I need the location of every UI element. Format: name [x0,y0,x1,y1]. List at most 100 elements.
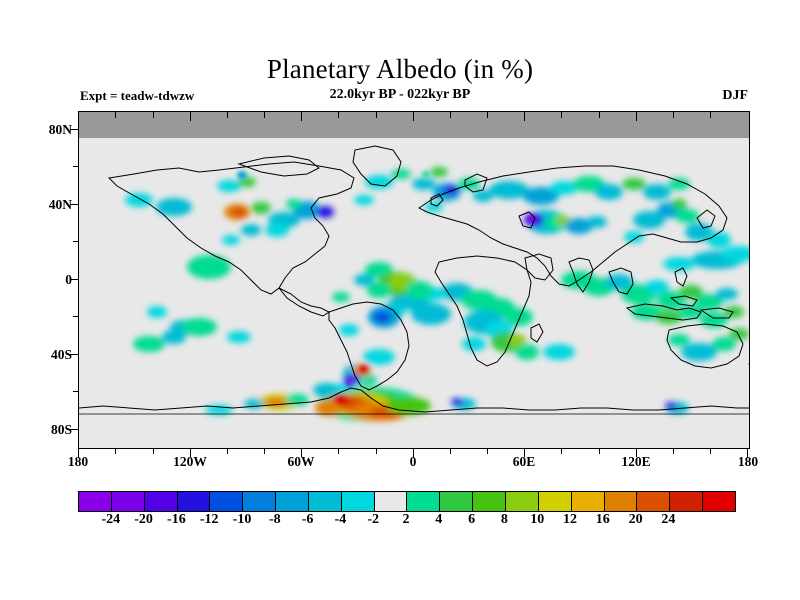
ytick-minor [73,241,79,243]
colorbar-segment-16 [604,492,638,511]
colorbar-tick--12: -12 [199,512,219,527]
xtick-major [747,448,749,457]
ytick-minor [73,391,79,393]
xtick-label-120w: 120W [173,454,207,469]
map-plot-area [78,111,750,449]
xtick-top-major [301,112,303,121]
colorbar-segment-0 [79,492,112,511]
xtick-top-minor [115,112,117,118]
xtick-minor [376,448,378,454]
xtick-label-0: 0 [409,454,417,469]
colorbar-tick--24: -24 [101,512,121,527]
xtick-minor [487,448,489,454]
xtick-major [524,448,526,457]
xtick-minor [153,448,155,454]
xtick-minor [450,448,452,454]
xtick-minor [561,448,563,454]
ytick-minor [73,166,79,168]
colorbar-segment-12 [473,492,506,511]
colorbar-tick--6: -6 [301,512,314,527]
xtick-top-minor [487,112,489,118]
colorbar-tick-6: 6 [468,512,476,527]
ytick-label-40s: 40S [50,347,72,362]
colorbar-segment-11 [440,492,474,511]
ytick-major [70,354,79,356]
xtick-top-minor [673,112,675,118]
colorbar-tick--2: -2 [367,512,380,527]
colorbar-tick-4: 4 [435,512,443,527]
experiment-label: Expt = teadw-tdwzw [80,88,195,103]
xtick-minor [673,448,675,454]
colorbar-tick-8: 8 [500,512,508,527]
coastline-layer [79,145,749,415]
colorbar-segment-15 [571,492,605,511]
ytick-major [70,279,79,281]
xtick-top-major [636,112,638,121]
ytick-label-80n: 80N [48,122,72,137]
xtick-top-major [524,112,526,121]
chart-subtitle: 22.0kyr BP - 022kyr BP [329,87,471,102]
xtick-major [636,448,638,457]
xtick-top-minor [153,112,155,118]
xtick-top-minor [227,112,229,118]
colorbar-tick-12: 12 [563,512,577,527]
ytick-major [70,429,79,431]
xtick-minor [710,448,712,454]
xtick-label-120e: 120E [621,454,651,469]
xtick-top-minor [710,112,712,118]
colorbar-segment-10 [407,492,441,511]
xtick-top-minor [599,112,601,118]
colorbar-segment-13 [505,492,539,511]
colorbar-tick-labels: -24 -20 -16 -12 -10 -8 -6 -4 -2 2 4 6 8 10 12 16 20 24 [78,512,734,530]
colorbar-tick--8: -8 [268,512,281,527]
colorbar-tick-10: 10 [530,512,545,527]
xtick-top-minor [561,112,563,118]
ytick-label-0: 0 [65,272,72,287]
colorbar-tick-2: 2 [402,512,410,527]
xtick-top-major [413,112,415,121]
page-title: Planetary Albedo (in %) [266,54,534,84]
colorbar-tick-20: 20 [628,512,643,527]
xtick-label-60w: 60W [287,454,315,469]
xtick-label-180e: 180 [737,454,759,469]
colorbar-tick--10: -10 [232,512,252,527]
xtick-minor [599,448,601,454]
ytick-label-80s: 80S [50,422,72,437]
colorbar-segment-1 [111,492,145,511]
colorbar-tick--20: -20 [134,512,153,527]
colorbar [78,491,736,512]
colorbar-segment-9 [374,492,408,511]
xtick-minor [338,448,340,454]
colorbar-segment-17 [637,492,671,511]
map-svg [79,112,749,448]
colorbar-segment-3 [177,492,211,511]
ytick-label-40n: 40N [48,197,72,212]
xtick-major [78,448,80,457]
xtick-top-minor [376,112,378,118]
xtick-major [413,448,415,457]
ytick-major [70,129,79,131]
colorbar-segment-4 [210,492,244,511]
xtick-major [190,448,192,457]
season-label: DJF [722,88,748,103]
colorbar-segment-7 [308,492,342,511]
xtick-major [301,448,303,457]
ytick-major [70,204,79,206]
xtick-minor [264,448,266,454]
ytick-minor [73,316,79,318]
colorbar-segment-8 [341,492,375,511]
xtick-minor [115,448,117,454]
colorbar-tick--16: -16 [167,512,186,527]
colorbar-segment-14 [538,492,572,511]
colorbar-segment-2 [144,492,178,511]
xtick-top-minor [450,112,452,118]
colorbar-segment-19 [703,492,735,511]
xtick-top-minor [264,112,266,118]
colorbar-segment-6 [276,492,309,511]
colorbar-segment-18 [670,492,704,511]
xtick-label-180w: 180 [67,454,89,469]
xtick-minor [227,448,229,454]
colorbar-tick-16: 16 [595,512,610,527]
colorbar-tick-24: 24 [661,512,676,527]
